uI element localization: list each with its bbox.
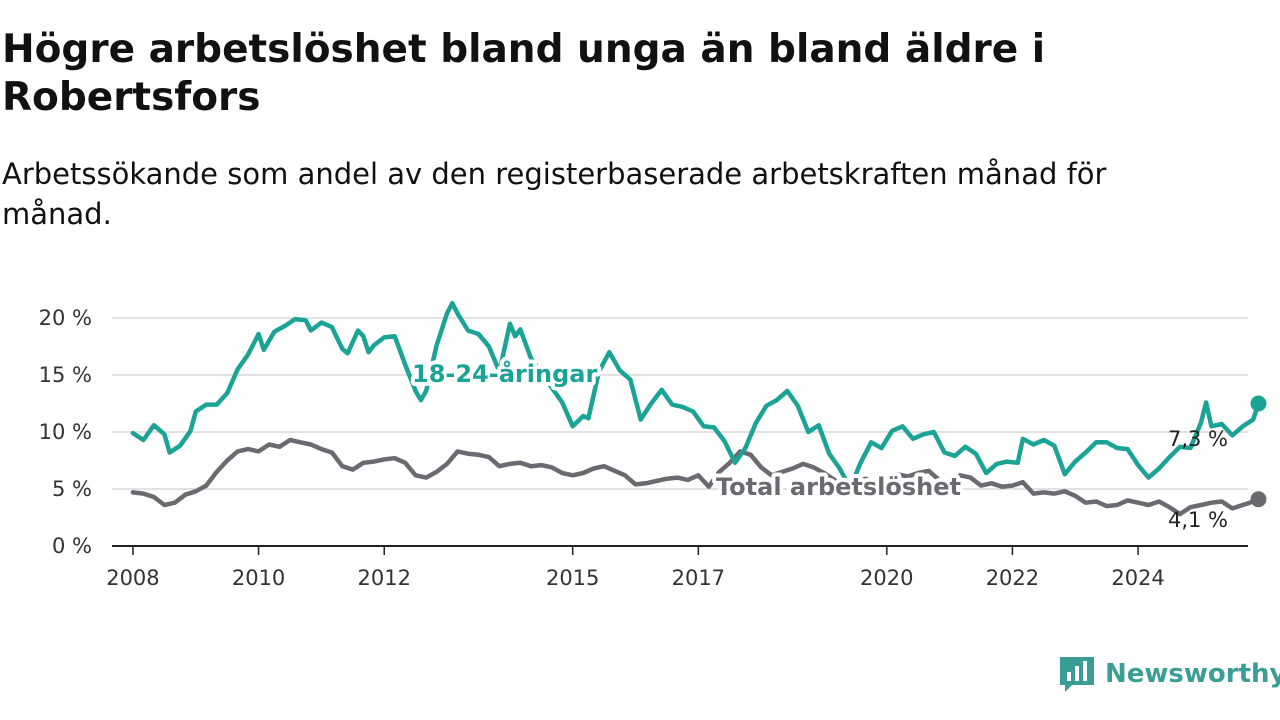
y-tick-label: 5 % <box>52 477 92 501</box>
series-line <box>130 300 1261 491</box>
series-end-point <box>1250 491 1267 508</box>
x-tick-label: 2010 <box>232 566 285 590</box>
x-tick-label: 2017 <box>672 566 725 590</box>
series-layer <box>130 300 1267 517</box>
brand-logo: Newsworthy <box>1060 657 1280 692</box>
y-axis: 0 % 5 % 10 % 15 % 20 % <box>39 306 92 558</box>
series-end-point <box>1250 395 1267 412</box>
series-label: 18-24-åringar <box>412 359 597 388</box>
y-tick-label: 15 % <box>39 363 92 387</box>
x-tick-label: 2008 <box>106 566 159 590</box>
x-tick-label: 2024 <box>1111 566 1164 590</box>
y-tick-label: 20 % <box>39 306 92 330</box>
x-tick-label: 2015 <box>546 566 599 590</box>
series-label-halo: 18-24-åringar <box>412 359 597 388</box>
y-tick-label: 10 % <box>39 420 92 444</box>
series-label: Total arbetslöshet <box>716 473 961 501</box>
series-line <box>130 437 1261 517</box>
brand-name: Newsworthy <box>1105 659 1280 689</box>
chart-title: Högre arbetslöshet bland unga än bland ä… <box>2 27 1046 120</box>
grid-lines <box>112 317 1248 490</box>
y-tick-label: 0 % <box>52 534 92 558</box>
x-tick-label: 2020 <box>860 566 913 590</box>
series-label-halo: Total arbetslöshet <box>716 473 961 501</box>
x-tick-label: 2022 <box>986 566 1039 590</box>
series-end-label: 4,1 % <box>1168 508 1228 532</box>
chart-subtitle: Arbetssökande som andel av den registerb… <box>2 157 1107 231</box>
x-tick-label: 2012 <box>357 566 410 590</box>
series-end-label: 7,3 % <box>1168 427 1228 451</box>
x-axis: 2008 2010 2012 2015 2017 2020 2022 2024 <box>106 545 1248 590</box>
newsworthy-logo-icon <box>1060 657 1094 692</box>
